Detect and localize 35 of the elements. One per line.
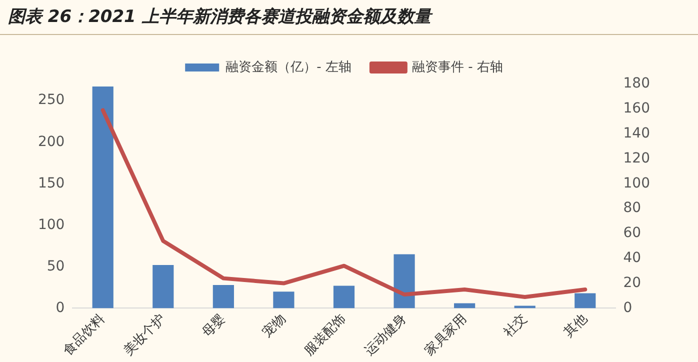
- y-tick-label: 150: [38, 175, 65, 192]
- y2-tick-label: 180: [623, 76, 650, 92]
- x-tick-label: 社交: [500, 310, 530, 340]
- x-tick-label: 其他: [561, 311, 590, 340]
- y-tick-label: 50: [46, 258, 65, 274]
- bar: [454, 303, 476, 308]
- y2-tick-label: 80: [623, 200, 642, 216]
- x-tick-label: 母婴: [200, 311, 229, 340]
- bar: [574, 293, 596, 308]
- y2-tick-label: 100: [623, 175, 650, 192]
- x-tick-label: 运动健身: [362, 311, 410, 359]
- x-tick-label: 美妆个护: [120, 310, 168, 359]
- y2-tick-label: 0: [623, 300, 632, 316]
- bar: [514, 306, 536, 308]
- y-tick-label: 200: [38, 134, 65, 150]
- bar: [394, 254, 415, 308]
- chart-title: 图表 26：2021 上半年新消费各赛道投融资金额及数量: [0, 0, 698, 35]
- y2-tick-label: 60: [623, 225, 642, 242]
- x-tick-label: 服装配饰: [302, 311, 350, 359]
- bar: [333, 286, 355, 308]
- y2-tick-label: 160: [623, 100, 650, 117]
- bar: [152, 265, 174, 308]
- y2-tick-label: 140: [623, 125, 650, 142]
- legend-label: 融资金额（亿）- 左轴: [226, 60, 352, 75]
- bar: [212, 284, 234, 308]
- y2-tick-label: 20: [623, 274, 642, 291]
- y2-tick-label: 40: [623, 250, 642, 266]
- y-tick-label: 250: [38, 92, 65, 108]
- bar: [92, 86, 114, 308]
- y2-tick-label: 120: [623, 150, 650, 166]
- bar: [273, 292, 294, 308]
- y-tick-label: 100: [38, 216, 65, 233]
- x-tick-label: 宠物: [260, 311, 289, 340]
- x-tick-label: 家具家用: [422, 310, 470, 359]
- legend-label: 融资事件 - 右轴: [412, 60, 503, 75]
